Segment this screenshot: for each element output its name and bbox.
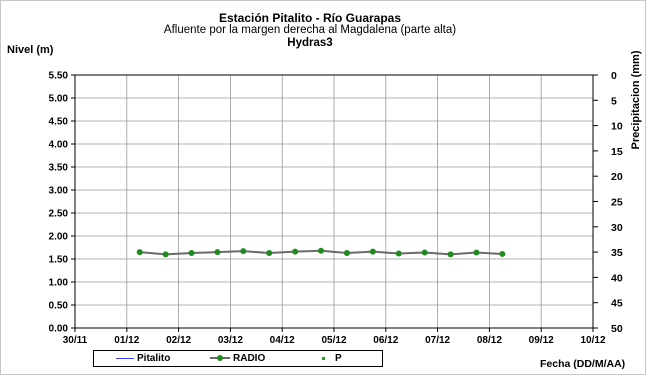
y-axis-label: Nivel (m) bbox=[7, 44, 54, 56]
y-tick-label: 4.50 bbox=[49, 117, 69, 128]
x-tick-label: 02/12 bbox=[166, 335, 191, 346]
y-tick-label: 0.50 bbox=[49, 301, 69, 312]
legend-point-icon bbox=[322, 356, 325, 360]
legend-label: P bbox=[335, 353, 342, 364]
data-point bbox=[499, 250, 506, 257]
y2-tick-label: 20 bbox=[611, 171, 623, 183]
legend-line-marker-icon bbox=[210, 355, 230, 362]
legend-line-icon bbox=[116, 357, 134, 359]
data-point bbox=[136, 249, 143, 256]
y-tick-label: 0.00 bbox=[49, 324, 69, 335]
data-point bbox=[343, 250, 350, 257]
legend-label: RADIO bbox=[233, 353, 266, 364]
data-point bbox=[447, 251, 454, 258]
legend-item-radio: RADIO bbox=[210, 353, 265, 364]
data-point bbox=[266, 250, 273, 257]
y2-tick-label: 25 bbox=[611, 197, 623, 209]
chart-title: Estación Pitalito - Río Guarapas bbox=[218, 11, 402, 25]
x-tick-label: 03/12 bbox=[218, 335, 243, 346]
x-tick-label: 08/12 bbox=[477, 335, 502, 346]
y-tick-label: 5.00 bbox=[49, 94, 69, 105]
y-tick-label: 1.00 bbox=[49, 278, 69, 289]
data-point bbox=[395, 250, 402, 257]
y2-tick-label: 45 bbox=[611, 298, 623, 310]
legend-item-pitalito: Pitalito bbox=[116, 353, 170, 364]
axes: 0.00 0.50 1.00 1.50 2.00 2.50 3.00 3.50 4.00 4.50… bbox=[49, 70, 623, 346]
y-tick-label: 3.50 bbox=[49, 163, 69, 174]
data-point bbox=[162, 251, 169, 258]
y-tick-label: 2.50 bbox=[49, 209, 69, 220]
data-point bbox=[421, 249, 428, 256]
legend-label: Pitalito bbox=[137, 353, 171, 364]
y2-tick-label: 0 bbox=[611, 70, 617, 82]
x-tick-label: 01/12 bbox=[114, 335, 139, 346]
y2-tick-label: 35 bbox=[611, 247, 623, 259]
data-point bbox=[214, 249, 221, 256]
legend-item-p: P bbox=[316, 353, 342, 364]
data-point bbox=[318, 247, 325, 254]
y-tick-label: 5.50 bbox=[49, 71, 69, 82]
x-tick-label: 05/12 bbox=[321, 335, 346, 346]
y2-tick-label: 15 bbox=[611, 146, 623, 158]
x-tick-label: 07/12 bbox=[425, 335, 450, 346]
data-point bbox=[369, 248, 376, 255]
y2-tick-label: 50 bbox=[611, 323, 623, 335]
x-axis-label: Fecha (DD/M/AA) bbox=[540, 358, 626, 370]
x-tick-label: 09/12 bbox=[529, 335, 554, 346]
grid-lines bbox=[75, 75, 593, 328]
y2-tick-label: 10 bbox=[611, 121, 623, 133]
data-point bbox=[473, 249, 480, 256]
data-point bbox=[240, 248, 247, 255]
x-tick-label: 06/12 bbox=[373, 335, 398, 346]
series-layer bbox=[136, 247, 506, 258]
y-tick-label: 3.00 bbox=[49, 186, 69, 197]
y2-tick-label: 30 bbox=[611, 222, 623, 234]
x-tick-label: 30/11 bbox=[63, 335, 88, 346]
x-tick-label: 10/12 bbox=[580, 335, 605, 346]
data-point bbox=[188, 250, 195, 257]
y2-tick-label: 40 bbox=[611, 272, 623, 284]
x-tick-label: 04/12 bbox=[270, 335, 295, 346]
legend: Pitalito RADIO P bbox=[93, 350, 383, 367]
chart-subtitle-secondary: Hydras3 bbox=[287, 37, 333, 49]
y-tick-label: 1.50 bbox=[49, 255, 69, 266]
data-point bbox=[292, 248, 299, 255]
y-tick-label: 4.00 bbox=[49, 140, 69, 151]
chart-subtitle: Afluente por la margen derecha al Magdal… bbox=[163, 24, 457, 36]
y-tick-label: 2.00 bbox=[49, 232, 69, 243]
y2-tick-label: 5 bbox=[611, 95, 617, 107]
